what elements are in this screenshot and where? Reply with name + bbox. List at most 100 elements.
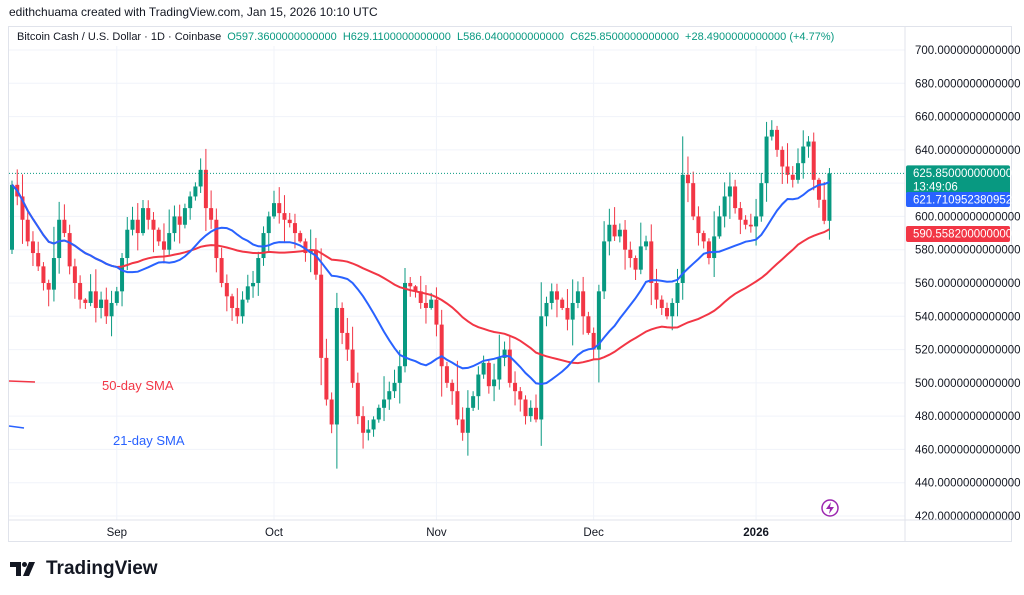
candle-down — [161, 241, 166, 250]
candle-up — [638, 246, 643, 270]
lightning-icon-glyph — [826, 502, 834, 514]
candle-down — [534, 407, 538, 420]
candle-down — [665, 307, 669, 317]
candle-down — [822, 199, 827, 221]
candle-up — [141, 208, 145, 234]
y-tick-label: 540.0000000000000 — [915, 311, 1021, 323]
candle-down — [350, 349, 355, 383]
sma50-price-label-bg — [906, 226, 1010, 242]
candle-up — [172, 216, 177, 234]
sma21-price-label-bg — [906, 192, 1010, 207]
candle-down — [518, 391, 523, 400]
candle-up — [764, 136, 769, 184]
sma21-annotation: 21-day SMA — [113, 433, 185, 448]
candle-up — [481, 362, 486, 375]
candle-up — [465, 407, 470, 433]
candle-up — [549, 291, 554, 303]
candle-down — [156, 229, 161, 242]
candle-up — [644, 241, 649, 247]
candle-up — [109, 302, 114, 317]
countdown-label: 13:49:06 — [913, 181, 958, 193]
candle-up — [272, 203, 276, 217]
candle-up — [476, 374, 481, 397]
candle-up — [245, 286, 250, 300]
candle-up — [670, 302, 675, 317]
candle-down — [319, 274, 324, 358]
symbol-title: Bitcoin Cash / U.S. Dollar · 1D · Coinba… — [17, 31, 222, 43]
chart-frame — [8, 26, 1012, 542]
candle-up — [366, 429, 371, 433]
candle-down — [67, 233, 72, 267]
candle-up — [51, 258, 56, 290]
candle-down — [628, 249, 633, 259]
candle-down — [450, 382, 455, 392]
candle-up — [602, 241, 607, 292]
candle-down — [685, 174, 690, 184]
candle-up — [827, 173, 832, 221]
candle-down — [72, 266, 77, 283]
y-tick-label: 680.0000000000000 — [915, 78, 1021, 90]
candle-down — [612, 224, 617, 237]
y-tick-label: 440.0000000000000 — [915, 478, 1021, 490]
candle-up — [727, 186, 732, 197]
candle-up — [528, 407, 533, 417]
candle-down — [649, 241, 654, 283]
candle-down — [691, 183, 696, 217]
candle-down — [659, 299, 664, 308]
candle-up — [471, 396, 476, 408]
candle-up — [266, 216, 271, 234]
candle-down — [78, 283, 83, 300]
close-value: C625.8500000000000 — [570, 31, 679, 43]
y-tick-label: 500.0000000000000 — [915, 378, 1021, 390]
candle-down — [20, 196, 25, 220]
candle-down — [486, 362, 491, 387]
candle-down — [775, 129, 780, 150]
candle-down — [581, 291, 586, 317]
candle-up — [675, 283, 680, 303]
candle-down — [340, 307, 345, 333]
candle-down — [313, 249, 318, 275]
candle-up — [502, 349, 507, 358]
candle-down — [706, 241, 711, 259]
candle-up — [198, 169, 203, 187]
candle-up — [759, 183, 764, 217]
candle-up — [88, 291, 93, 303]
candle-up — [130, 219, 135, 230]
candle-down — [408, 283, 413, 287]
candle-down — [565, 307, 570, 320]
candle-down — [36, 253, 41, 267]
candle-down — [298, 233, 303, 242]
candle-up — [403, 283, 407, 367]
last-price-label-bg — [906, 165, 1010, 195]
candle-down — [282, 213, 287, 220]
tradingview-logo[interactable]: TradingView — [10, 558, 158, 580]
candle-up — [182, 208, 187, 225]
y-tick-label: 420.0000000000000 — [915, 511, 1021, 523]
candle-down — [413, 286, 418, 292]
candle-down — [104, 299, 109, 317]
candle-up — [596, 291, 601, 350]
candle-down — [507, 349, 512, 383]
sma21-line — [11, 181, 830, 386]
candle-down — [203, 169, 208, 209]
candle-up — [382, 399, 387, 408]
candle-up — [10, 184, 14, 250]
candle-down — [633, 258, 638, 270]
candle-down — [780, 149, 785, 167]
candle-up — [717, 216, 722, 237]
x-tick-label: 2026 — [743, 527, 769, 539]
candle-down — [811, 141, 816, 180]
y-tick-label: 460.0000000000000 — [915, 444, 1021, 456]
candle-down — [209, 208, 214, 220]
candle-up — [680, 174, 685, 283]
candle-down — [83, 299, 88, 303]
sma21-annotation-line — [8, 425, 25, 429]
y-tick-label: 660.0000000000000 — [915, 112, 1021, 124]
candle-up — [387, 391, 392, 400]
candle-up — [371, 419, 376, 430]
open-value: O597.3600000000000 — [227, 31, 337, 43]
tradingview-logo-icon — [10, 562, 35, 576]
candle-down — [345, 332, 350, 350]
candle-down — [46, 283, 51, 290]
